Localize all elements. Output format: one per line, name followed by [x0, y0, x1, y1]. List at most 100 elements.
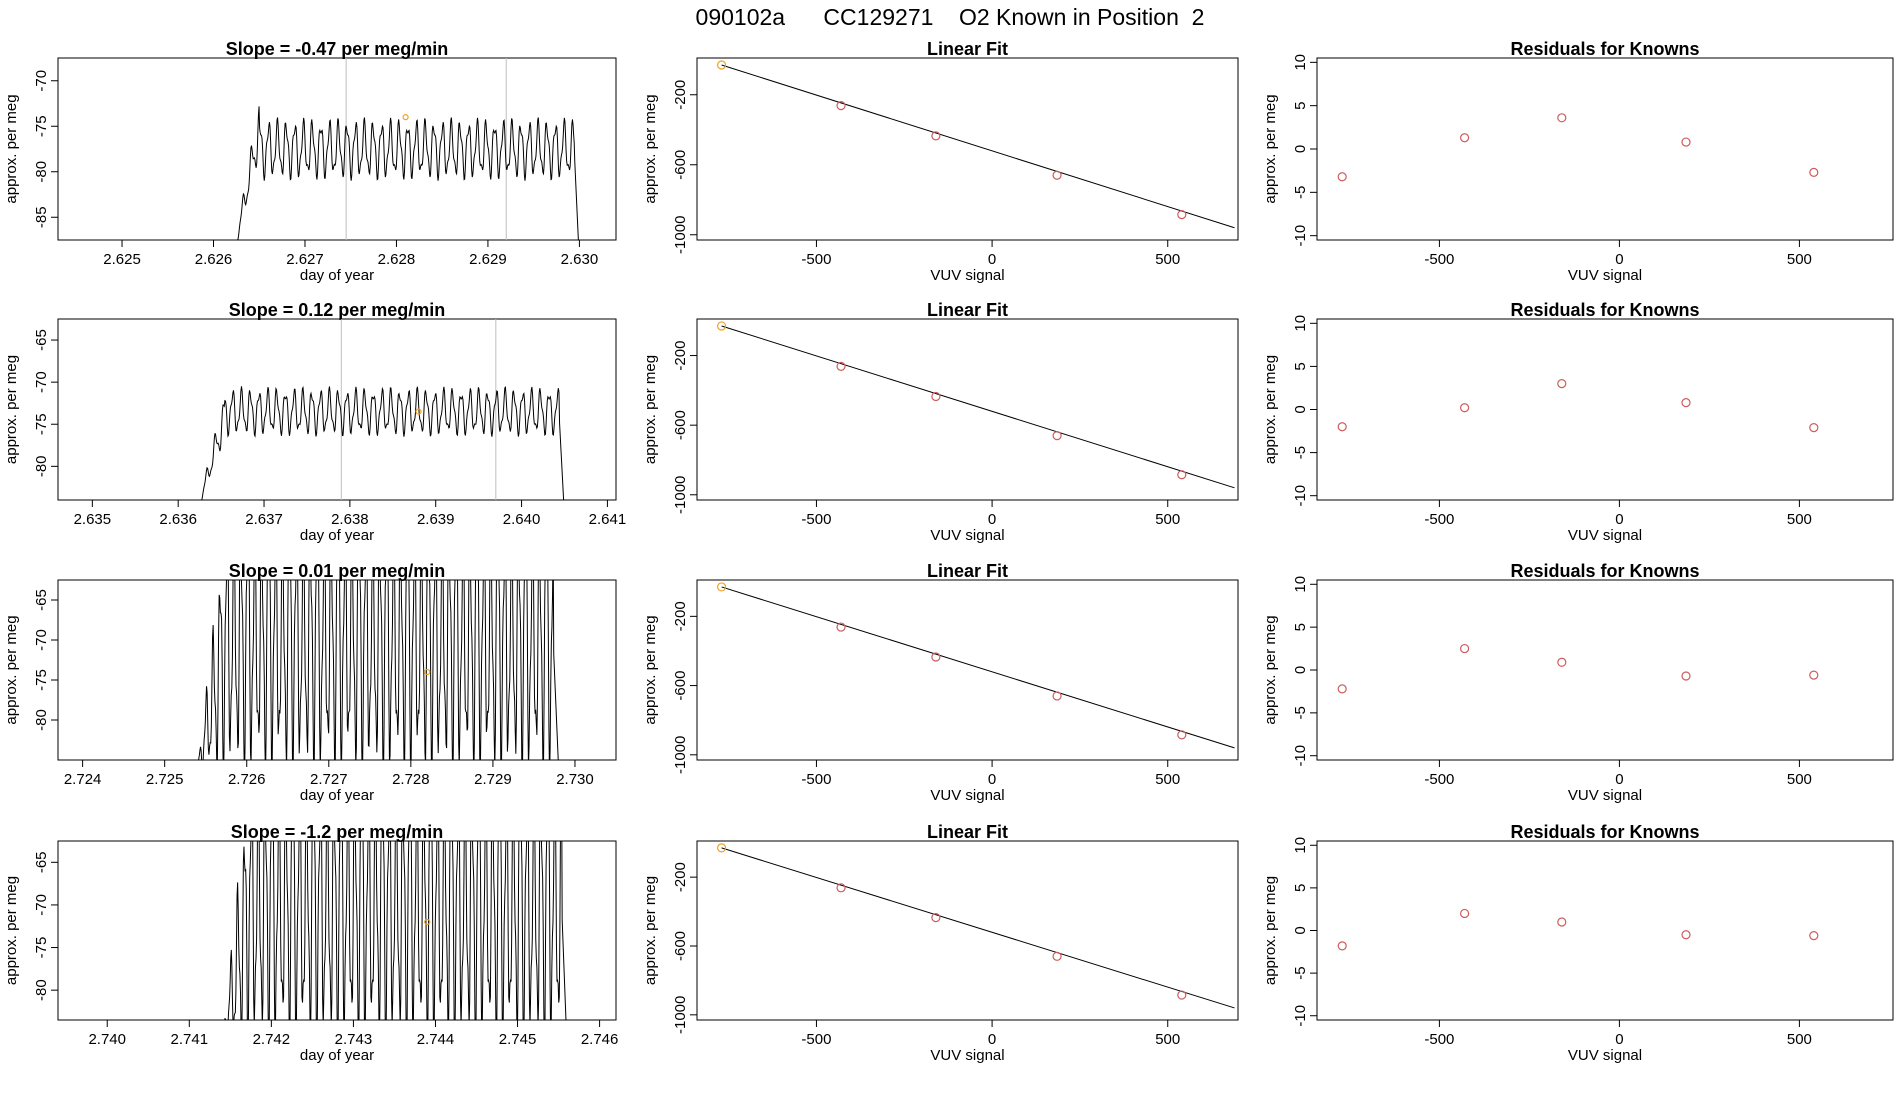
y-tick-label: -10 [1292, 745, 1309, 767]
x-axis-label: day of year [300, 267, 374, 284]
x-tick-label: 2.729 [474, 771, 512, 788]
y-axis-label: approx. per meg [3, 94, 20, 203]
x-tick-label: 2.639 [417, 511, 455, 528]
x-tick-label: 2.746 [581, 1031, 619, 1048]
data-point [1052, 951, 1062, 961]
x-tick-label: 2.744 [417, 1031, 455, 1048]
data-point [1459, 133, 1470, 143]
x-tick-label: -500 [801, 511, 831, 528]
chart-residuals-row-1: Residuals for Knowns -500 0 500 VUV signal -1… [1262, 39, 1894, 284]
data-point [1557, 113, 1567, 123]
x-tick-label: 500 [1787, 1031, 1812, 1048]
highlight-point [415, 408, 422, 415]
y-tick-label: 10 [1292, 315, 1309, 332]
plot-frame [1316, 57, 1894, 241]
y-tick-label: -5 [1292, 446, 1309, 459]
y-tick-label: -10 [1292, 1005, 1309, 1027]
data-point [1681, 137, 1691, 147]
x-tick-label: -500 [1424, 1031, 1454, 1048]
data-point [1809, 167, 1819, 177]
chart-title: Linear Fit [927, 39, 1008, 59]
chart-linear_fit-row-1: Linear Fit -500 0 500 VUV signal -1000 -600 -20… [642, 39, 1239, 284]
x-tick-label: 2.626 [195, 251, 233, 268]
x-axis-label: VUV signal [930, 527, 1004, 544]
y-tick-label: 0 [1292, 926, 1309, 934]
x-tick-label: -500 [1424, 251, 1454, 268]
plot-area [224, 841, 567, 1020]
data-point [1337, 941, 1347, 951]
x-tick-label: -500 [801, 771, 831, 788]
highlight-point [424, 918, 431, 926]
y-tick-label: -10 [1292, 225, 1309, 247]
x-tick-label: 2.629 [469, 251, 507, 268]
chart-title: Slope = -0.47 per meg/min [226, 39, 449, 59]
data-point [1337, 172, 1347, 182]
plot-area [1337, 643, 1819, 694]
x-axis-label: day of year [300, 1047, 374, 1064]
data-point [1337, 422, 1347, 432]
x-tick-label: 0 [1615, 771, 1623, 788]
x-tick-label: 500 [1155, 251, 1180, 268]
y-tick-label: -200 [672, 80, 689, 110]
y-axis-label: approx. per meg [1262, 876, 1279, 985]
x-axis-label: VUV signal [1568, 267, 1642, 284]
x-axis-label: VUV signal [1568, 1047, 1642, 1064]
y-tick-label: -5 [1292, 186, 1309, 199]
x-tick-label: 0 [988, 1031, 996, 1048]
y-tick-label: -65 [33, 589, 50, 611]
x-tick-label: 2.638 [331, 511, 369, 528]
y-axis-label: approx. per meg [1262, 355, 1279, 464]
x-tick-label: 2.637 [245, 511, 283, 528]
y-axis-label: approx. per meg [3, 876, 20, 985]
data-point [1557, 657, 1567, 667]
plot-frame [696, 840, 1239, 1021]
y-tick-label: 5 [1292, 362, 1309, 370]
y-tick-label: 5 [1292, 623, 1309, 631]
plot-area [716, 843, 1235, 1009]
fit-line [721, 586, 1235, 749]
plot-frame [1316, 318, 1894, 501]
x-tick-label: 2.725 [146, 771, 184, 788]
plot-area [716, 60, 1235, 229]
y-tick-label: -80 [33, 709, 50, 731]
y-tick-label: -80 [33, 979, 50, 1001]
x-tick-label: 2.740 [88, 1031, 126, 1048]
y-tick-label: -5 [1292, 706, 1309, 719]
x-tick-label: 2.727 [310, 771, 348, 788]
highlight-point [402, 114, 409, 121]
chart-title: Residuals for Knowns [1510, 39, 1699, 59]
chart-residuals-row-3: Residuals for Knowns -500 0 500 VUV signal -1… [1262, 561, 1894, 804]
data-point [836, 883, 846, 893]
y-axis-label: approx. per meg [3, 355, 20, 464]
data-point [1177, 470, 1187, 480]
highlight-point [424, 668, 431, 676]
series-line [201, 385, 565, 500]
y-tick-label: 0 [1292, 666, 1309, 674]
x-tick-label: 2.627 [286, 251, 324, 268]
data-point [716, 582, 727, 592]
x-tick-label: 2.628 [378, 251, 416, 268]
chart-title: Linear Fit [927, 822, 1008, 842]
y-tick-label: -200 [672, 862, 689, 892]
chart-timeseries-row-1: Slope = -0.47 per meg/min 2.625 2.626 2.627… [3, 39, 617, 284]
chart-timeseries-row-4: Slope = -1.2 per meg/min 2.740 2.741 2.742 2… [3, 822, 619, 1064]
chart-title: Residuals for Knowns [1510, 822, 1699, 842]
chart-linear_fit-row-2: Linear Fit -500 0 500 VUV signal -1000 -600 -20… [642, 300, 1239, 544]
data-point [1337, 684, 1347, 694]
y-tick-label: -75 [33, 937, 50, 959]
chart-residuals-row-4: Residuals for Knowns -500 0 500 VUV signal -1… [1262, 822, 1894, 1064]
y-tick-label: -75 [33, 413, 50, 435]
x-axis-label: VUV signal [930, 1047, 1004, 1064]
plot-area [1337, 908, 1819, 951]
plot-frame [57, 579, 617, 761]
data-point [716, 60, 727, 70]
plot-frame [57, 318, 617, 501]
data-point [1052, 431, 1062, 441]
plot-area [716, 582, 1235, 749]
x-tick-label: 0 [1615, 1031, 1623, 1048]
fit-line [721, 64, 1235, 229]
data-point [1459, 908, 1470, 919]
x-tick-label: 2.742 [253, 1031, 291, 1048]
plot-area [198, 580, 559, 760]
y-axis-label: approx. per meg [642, 876, 659, 985]
